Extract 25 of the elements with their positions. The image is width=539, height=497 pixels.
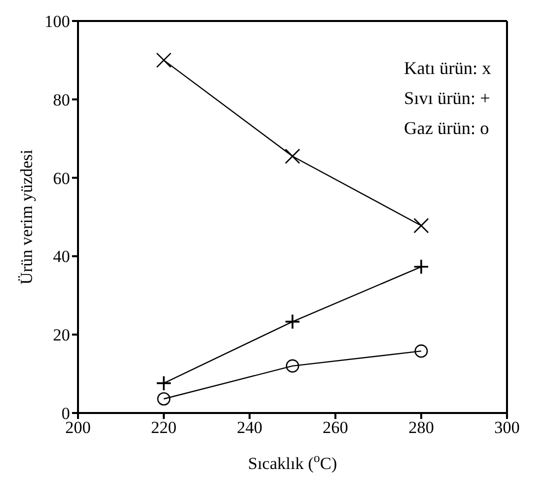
x-tick-label: 220	[151, 418, 177, 438]
point	[157, 392, 170, 406]
point	[286, 359, 300, 373]
x-tick-label: 260	[322, 418, 348, 438]
point	[413, 258, 430, 275]
point	[156, 52, 172, 68]
y-tick-label: 20	[53, 326, 70, 345]
point	[284, 148, 300, 164]
point	[414, 344, 428, 358]
x-tick-label: 200	[65, 418, 91, 438]
text: Sıvı ürün: +	[404, 87, 491, 110]
x-tick-label: 300	[494, 418, 520, 438]
y-tick-label: 60	[53, 168, 70, 188]
point	[284, 314, 300, 330]
y-tick-label: 80	[53, 90, 70, 110]
x-axis-title: Sıcaklık ($^{o}$C)	[248, 451, 338, 473]
y-tick-label: 100	[44, 12, 70, 32]
x-tick-label: 280	[408, 418, 434, 438]
point	[414, 218, 429, 234]
text: Katı ürün: x	[404, 57, 491, 80]
y-axis-title: Ürün verim yüzdesi	[17, 149, 36, 285]
y-tick-label: 40	[53, 247, 70, 266]
x-tick-label: 240	[236, 418, 262, 438]
text: Gaz ürün: o	[404, 117, 490, 140]
point	[156, 375, 172, 392]
